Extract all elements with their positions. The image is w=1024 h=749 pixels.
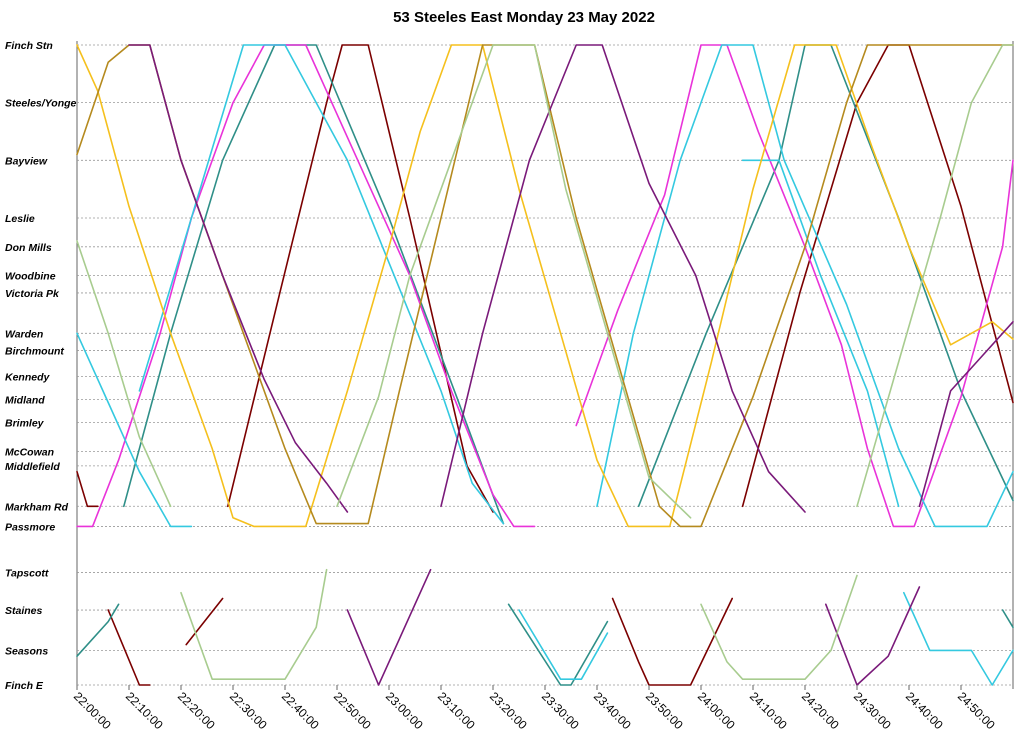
bus-trip-line <box>741 159 900 508</box>
bus-trip-line <box>918 320 1014 508</box>
stop-label: Tapscott <box>5 568 49 580</box>
x-tick-label: 22:10:00 <box>123 689 166 732</box>
stop-label: Brimley <box>5 418 45 430</box>
x-tick-label: 24:20:00 <box>799 689 842 732</box>
bus-trip-line <box>611 597 734 686</box>
stop-label: Finch E <box>5 680 44 692</box>
stop-label: Staines <box>5 605 43 617</box>
bus-trip-line <box>856 44 1014 508</box>
bus-trip-line <box>138 44 505 525</box>
stop-label: Passmore <box>5 521 55 533</box>
bus-trip-line <box>76 603 120 658</box>
time-axis: 22:00:00 22:10:00 22:20:00 22:30:00 22:40:00… <box>71 685 998 732</box>
x-tick-label: 23:10:00 <box>435 689 478 732</box>
stop-label: Victoria Pk <box>5 288 60 300</box>
x-tick-label: 24:50:00 <box>955 689 998 732</box>
x-tick-label: 23:20:00 <box>487 689 530 732</box>
bus-trip-line <box>76 240 172 508</box>
bus-trip-line <box>185 597 224 646</box>
stop-label: McCowan <box>5 446 54 458</box>
x-tick-label: 24:40:00 <box>903 689 946 732</box>
chart-title: 53 Steeles East Monday 23 May 2022 <box>393 9 655 26</box>
x-tick-label: 23:40:00 <box>591 689 634 732</box>
bus-trip-line <box>107 609 151 686</box>
stop-label: Finch Stn <box>5 40 53 52</box>
bus-trip-line <box>575 44 1014 528</box>
bus-trips <box>76 44 1014 686</box>
bus-trip-line <box>902 591 1014 686</box>
x-tick-label: 22:30:00 <box>227 689 270 732</box>
x-tick-label: 22:50:00 <box>331 689 374 732</box>
bus-trip-line <box>76 44 1014 528</box>
x-tick-label: 24:00:00 <box>695 689 738 732</box>
stop-grid <box>76 41 1014 689</box>
bus-trip-line <box>824 586 921 686</box>
bus-trip-line <box>507 603 609 686</box>
x-tick-label: 23:00:00 <box>383 689 426 732</box>
bus-trip-line <box>518 609 609 681</box>
bus-trip-line <box>128 44 349 513</box>
stop-label: Midland <box>5 395 45 407</box>
bus-trip-line <box>76 44 536 528</box>
stop-label: Don Mills <box>5 242 52 254</box>
x-tick-label: 23:30:00 <box>539 689 582 732</box>
bus-trip-line <box>440 44 806 513</box>
bus-trip-line <box>336 44 692 519</box>
bus-trip-line <box>227 44 494 513</box>
stop-label: Markham Rd <box>5 501 69 513</box>
stop-label: Birchmount <box>5 346 64 358</box>
x-tick-label: 22:20:00 <box>175 689 218 732</box>
stop-label: Seasons <box>5 645 48 657</box>
stop-label: Warden <box>5 328 43 340</box>
bus-trip-line <box>700 574 858 681</box>
bus-trip-line <box>1001 609 1014 629</box>
stop-labels: Finch Stn Steeles/Yonge Bayview Leslie Don M… <box>5 40 77 692</box>
stop-label: Kennedy <box>5 372 51 384</box>
x-tick-label: 23:50:00 <box>643 689 686 732</box>
bus-trip-line <box>180 568 328 681</box>
stop-label: Middlefield <box>5 461 60 473</box>
stop-label: Woodbine <box>5 271 56 283</box>
x-tick-label: 24:10:00 <box>747 689 790 732</box>
x-tick-label: 24:30:00 <box>851 689 894 732</box>
x-tick-label: 22:40:00 <box>279 689 322 732</box>
bus-trip-line <box>346 568 432 686</box>
stop-label: Bayview <box>5 155 48 167</box>
bus-trip-line <box>596 44 1014 528</box>
stop-label: Leslie <box>5 213 35 225</box>
bus-trip-line <box>76 332 193 528</box>
stop-label: Steeles/Yonge <box>5 98 77 110</box>
x-tick-label: 22:00:00 <box>71 689 114 732</box>
bus-trip-line <box>76 470 99 508</box>
